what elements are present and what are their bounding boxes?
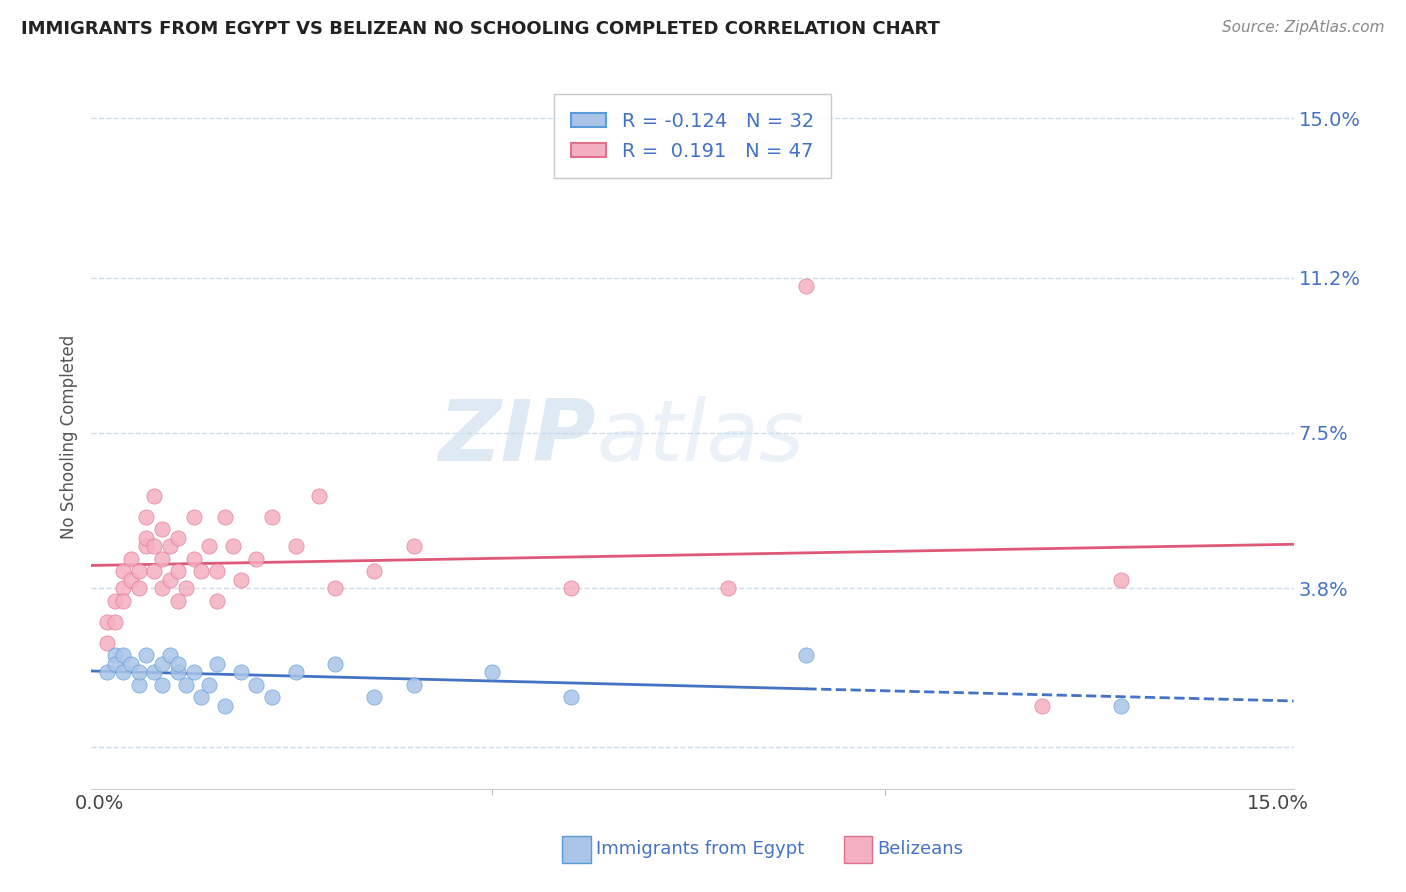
Point: [111, 648, 134, 663]
Point: [150, 551, 173, 566]
Point: [96, 635, 118, 649]
Point: [104, 615, 127, 629]
Point: [1109, 698, 1132, 713]
Point: [245, 551, 267, 566]
Point: [198, 677, 221, 691]
Point: [245, 677, 267, 691]
Point: [150, 522, 173, 536]
Point: [560, 690, 582, 705]
Point: [150, 677, 173, 691]
Point: [190, 564, 212, 578]
Point: [159, 648, 181, 663]
Point: [323, 581, 346, 595]
Point: [135, 648, 157, 663]
Point: [229, 573, 252, 587]
Point: [214, 509, 236, 524]
Point: [135, 531, 157, 545]
Point: [104, 657, 127, 671]
Point: [143, 489, 166, 503]
Point: [1109, 573, 1132, 587]
Text: IMMIGRANTS FROM EGYPT VS BELIZEAN NO SCHOOLING COMPLETED CORRELATION CHART: IMMIGRANTS FROM EGYPT VS BELIZEAN NO SCH…: [21, 20, 941, 37]
Point: [174, 677, 197, 691]
Text: Belizeans: Belizeans: [877, 840, 963, 858]
Point: [111, 593, 134, 607]
Point: [205, 657, 228, 671]
Text: atlas: atlas: [596, 395, 804, 479]
Point: [104, 593, 127, 607]
Point: [166, 564, 188, 578]
Point: [222, 539, 245, 553]
Point: [166, 593, 188, 607]
Point: [214, 698, 236, 713]
Point: [205, 593, 228, 607]
Point: [174, 581, 197, 595]
Point: [111, 665, 134, 679]
Point: [323, 657, 346, 671]
Point: [104, 648, 127, 663]
Point: [120, 657, 142, 671]
Point: [717, 581, 740, 595]
Point: [159, 539, 181, 553]
Point: [128, 677, 150, 691]
Point: [96, 665, 118, 679]
Point: [363, 690, 385, 705]
Point: [128, 581, 150, 595]
Point: [796, 648, 818, 663]
Point: [183, 509, 205, 524]
Point: [111, 564, 134, 578]
Point: [166, 665, 188, 679]
Y-axis label: No Schooling Completed: No Schooling Completed: [59, 335, 77, 539]
Text: Immigrants from Egypt: Immigrants from Egypt: [596, 840, 804, 858]
Point: [143, 665, 166, 679]
Point: [128, 665, 150, 679]
Point: [308, 489, 330, 503]
Point: [135, 539, 157, 553]
Point: [183, 551, 205, 566]
Point: [481, 665, 503, 679]
Point: [402, 677, 425, 691]
Point: [150, 657, 173, 671]
Point: [262, 690, 284, 705]
Point: [120, 551, 142, 566]
Point: [1031, 698, 1053, 713]
Point: [128, 564, 150, 578]
Point: [120, 573, 142, 587]
Point: [111, 581, 134, 595]
Point: [402, 539, 425, 553]
Point: [284, 665, 307, 679]
Point: [96, 615, 118, 629]
Point: [284, 539, 307, 553]
Point: [205, 564, 228, 578]
Point: [143, 539, 166, 553]
Point: [135, 509, 157, 524]
Point: [166, 531, 188, 545]
Legend: R = -0.124   N = 32, R =  0.191   N = 47: R = -0.124 N = 32, R = 0.191 N = 47: [554, 95, 831, 178]
Point: [198, 539, 221, 553]
Point: [159, 573, 181, 587]
Point: [229, 665, 252, 679]
Text: Source: ZipAtlas.com: Source: ZipAtlas.com: [1222, 20, 1385, 35]
Point: [166, 657, 188, 671]
Point: [190, 690, 212, 705]
Point: [143, 564, 166, 578]
Text: ZIP: ZIP: [439, 395, 596, 479]
Point: [363, 564, 385, 578]
Point: [150, 581, 173, 595]
Point: [796, 279, 818, 293]
Point: [560, 581, 582, 595]
Point: [183, 665, 205, 679]
Point: [262, 509, 284, 524]
